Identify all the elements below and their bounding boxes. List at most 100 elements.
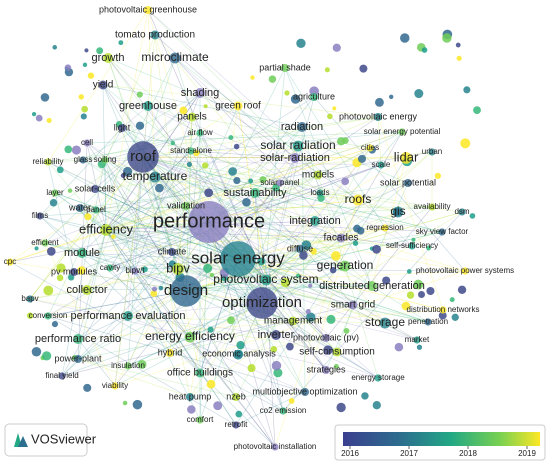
node	[64, 64, 72, 71]
node-label: module	[64, 247, 100, 259]
edge	[208, 164, 382, 223]
node	[280, 277, 291, 288]
node	[195, 368, 205, 378]
node-label: reliability	[32, 157, 63, 166]
node	[352, 194, 364, 206]
edge	[9, 147, 371, 263]
node	[69, 267, 79, 277]
node-label: layer	[46, 188, 64, 197]
edge	[9, 229, 107, 263]
node	[64, 145, 73, 154]
legend-tick-label: 2018	[459, 449, 477, 458]
node	[51, 321, 59, 328]
edge	[340, 131, 403, 239]
node	[270, 346, 278, 353]
edge	[265, 248, 301, 281]
edge	[47, 290, 187, 317]
edge	[77, 309, 444, 340]
edge	[185, 290, 294, 322]
node-label: availability	[414, 202, 451, 211]
edge	[105, 229, 386, 324]
node	[353, 224, 361, 233]
node	[301, 240, 312, 250]
edge	[29, 298, 338, 353]
edge	[208, 221, 466, 272]
node	[101, 156, 109, 164]
node	[309, 92, 319, 102]
node	[71, 145, 82, 155]
edge	[105, 147, 371, 231]
edge	[208, 221, 276, 448]
node	[83, 139, 91, 147]
node	[332, 347, 342, 357]
edge	[105, 182, 409, 231]
edge	[185, 231, 443, 292]
node	[403, 178, 413, 188]
node	[67, 188, 73, 193]
node-label: solar energy potential	[364, 127, 441, 136]
edge	[9, 221, 210, 263]
node	[203, 104, 208, 109]
node	[305, 308, 311, 314]
node	[306, 312, 316, 322]
edge	[208, 221, 443, 233]
node-label: nzeb	[226, 391, 246, 401]
edge	[109, 267, 466, 272]
node-label: energy efficiency	[145, 329, 235, 343]
edge	[282, 211, 463, 412]
node	[288, 316, 298, 326]
node	[135, 121, 145, 130]
node-label: office buildings	[167, 368, 233, 379]
edge	[317, 174, 379, 379]
node	[456, 55, 462, 61]
node	[455, 42, 461, 48]
node	[300, 387, 310, 397]
node	[204, 188, 214, 198]
node	[313, 170, 323, 180]
node-label: inverter	[258, 329, 295, 341]
node	[326, 314, 336, 324]
node	[179, 106, 188, 115]
node-label: heat pump	[169, 391, 212, 401]
node	[150, 290, 158, 297]
node	[201, 162, 209, 169]
edge	[265, 279, 354, 306]
node-label: bapv	[21, 294, 38, 303]
edge	[127, 105, 239, 367]
edge	[102, 84, 379, 118]
node	[372, 401, 381, 410]
edge	[77, 221, 210, 340]
edge	[127, 302, 263, 317]
node-label: validation	[167, 200, 205, 210]
edge	[261, 302, 418, 341]
edge	[109, 132, 201, 269]
node-label: retrofit	[225, 420, 248, 429]
node-label: climate	[158, 246, 187, 256]
edge	[208, 221, 413, 247]
node-label: urban	[422, 147, 442, 156]
node	[442, 33, 452, 43]
node-label: distributed generation	[319, 280, 425, 292]
node	[352, 240, 359, 246]
node	[343, 328, 350, 334]
node-label: soiling	[94, 155, 117, 164]
node	[170, 275, 202, 307]
node	[78, 94, 84, 100]
edge	[79, 182, 281, 209]
node-label: pv modules	[51, 266, 98, 276]
node	[227, 316, 235, 325]
edge	[142, 156, 346, 267]
node	[331, 251, 341, 261]
node	[84, 213, 92, 221]
edge	[127, 315, 277, 336]
node	[242, 197, 251, 207]
edge	[105, 229, 418, 341]
edge	[44, 92, 201, 244]
node-label: films	[32, 211, 48, 220]
node	[232, 421, 240, 429]
edge	[174, 57, 359, 201]
node	[31, 112, 37, 117]
node	[389, 94, 394, 99]
edge	[142, 156, 191, 398]
node-label: solar panel	[260, 178, 299, 187]
